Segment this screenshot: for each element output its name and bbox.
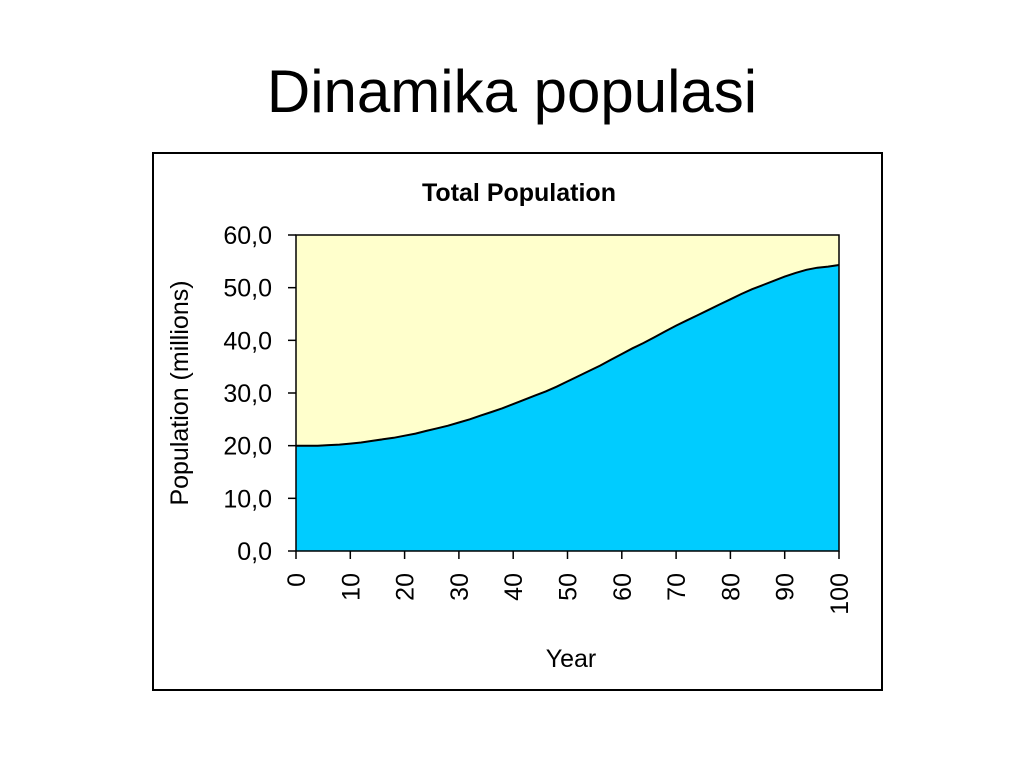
x-tick-label: 100 bbox=[826, 573, 854, 615]
x-tick-label: 10 bbox=[337, 573, 365, 601]
population-area bbox=[296, 265, 839, 551]
x-tick-label: 80 bbox=[717, 573, 745, 601]
slide-title: Dinamika populasi bbox=[266, 58, 758, 125]
x-tick-label: 90 bbox=[772, 573, 800, 601]
chart-box: Total Population 0,0 10,0 20,0 30,0 40,0 50,0… bbox=[152, 152, 883, 691]
y-tick-label: 20,0 bbox=[223, 433, 272, 461]
y-tick-label: 50,0 bbox=[223, 275, 272, 303]
y-tick-label: 0,0 bbox=[237, 538, 272, 566]
x-tick-label: 30 bbox=[446, 573, 474, 601]
y-tick-label: 30,0 bbox=[223, 380, 272, 408]
x-tick-label: 70 bbox=[663, 573, 691, 601]
y-axis-label: Population (millions) bbox=[166, 280, 194, 505]
x-axis-label: Year bbox=[546, 645, 597, 673]
x-tick-label: 60 bbox=[609, 573, 637, 601]
x-tick-label: 40 bbox=[500, 573, 528, 601]
x-tick-label: 0 bbox=[283, 573, 311, 587]
population-line bbox=[296, 264, 840, 447]
y-tick-label: 40,0 bbox=[223, 327, 272, 355]
x-tick-label: 20 bbox=[392, 573, 420, 601]
x-tick-label: 50 bbox=[555, 573, 583, 601]
x-axis: 0 10 20 30 40 50 60 70 80 90 100 bbox=[283, 551, 854, 615]
y-tick-label: 60,0 bbox=[223, 222, 272, 250]
y-axis: 0,0 10,0 20,0 30,0 40,0 50,0 60,0 bbox=[223, 222, 296, 566]
chart-title: Total Population bbox=[422, 179, 616, 207]
y-tick-label: 10,0 bbox=[223, 485, 272, 513]
